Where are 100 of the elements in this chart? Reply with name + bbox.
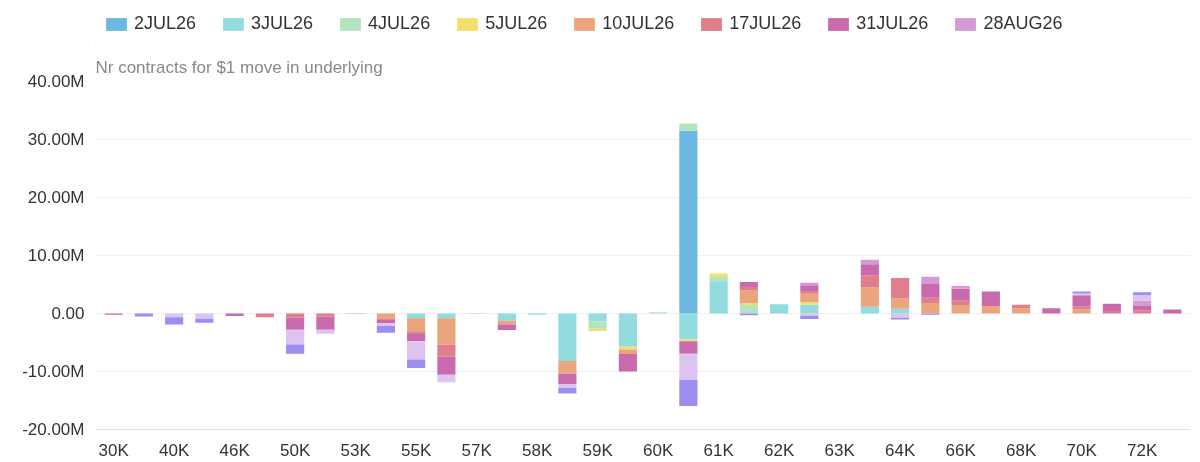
bar — [860, 306, 879, 314]
bar — [1163, 309, 1182, 314]
bar — [951, 300, 970, 306]
bar — [497, 313, 516, 321]
bar — [709, 273, 728, 277]
y-tick-label: 30.00M — [27, 130, 85, 149]
x-tick-label: 59K — [582, 440, 614, 460]
bar — [316, 316, 335, 330]
bar — [860, 287, 879, 307]
bar — [588, 321, 607, 329]
y-tick-label: 20.00M — [27, 188, 85, 207]
bar — [376, 319, 395, 324]
bar — [286, 313, 305, 318]
bar — [860, 264, 879, 276]
bar — [1133, 300, 1152, 306]
bar — [286, 344, 305, 354]
bar — [739, 305, 758, 314]
bar — [679, 353, 698, 380]
legend-label: 4JUL26 — [368, 13, 431, 34]
bar — [891, 308, 910, 314]
x-tick-label: 53K — [340, 440, 372, 460]
legend-label: 2JUL26 — [134, 13, 197, 34]
bar — [1133, 292, 1152, 296]
bar — [739, 281, 758, 288]
x-tick-label: 46K — [219, 440, 251, 460]
bar — [1133, 305, 1152, 311]
bar — [921, 297, 940, 304]
bar — [679, 341, 698, 354]
bar — [860, 275, 879, 288]
bar — [1042, 308, 1061, 314]
legend-label: 3JUL26 — [251, 13, 314, 34]
x-tick-label: 60K — [643, 440, 674, 460]
bar — [558, 388, 577, 394]
bar — [770, 304, 789, 314]
bar — [921, 303, 940, 314]
bar — [800, 293, 819, 303]
bar — [558, 361, 577, 374]
bar — [497, 320, 516, 325]
bar — [1072, 295, 1091, 307]
bar — [618, 313, 637, 347]
bar — [1102, 303, 1121, 311]
x-tick-label: 50K — [280, 440, 311, 460]
x-tick-label: 62K — [763, 440, 795, 460]
legend-label: 10JUL26 — [602, 13, 675, 34]
legend-label: 17JUL26 — [729, 13, 802, 34]
bar — [800, 304, 819, 314]
bar — [195, 313, 214, 319]
bar — [739, 290, 758, 304]
bar — [407, 334, 426, 342]
bar — [1133, 310, 1152, 314]
bar — [407, 341, 426, 360]
bar — [165, 317, 184, 325]
legend-label: 28AUG26 — [983, 13, 1063, 34]
bar — [679, 379, 698, 407]
x-tick-label: 30K — [98, 440, 130, 460]
bar — [891, 278, 910, 299]
bar — [921, 276, 940, 284]
bar — [437, 344, 456, 357]
x-tick-label: 72K — [1126, 440, 1158, 460]
bar — [558, 313, 577, 362]
bar — [951, 305, 970, 314]
bar — [407, 318, 426, 332]
bar — [558, 383, 577, 389]
legend-label: 31JUL26 — [856, 13, 929, 34]
bar — [891, 313, 910, 318]
bar — [800, 285, 819, 291]
bar — [800, 302, 819, 305]
x-tick-label: 68K — [1005, 440, 1037, 460]
bar — [981, 305, 1000, 314]
bar — [1012, 308, 1031, 314]
bar — [588, 328, 607, 331]
bar — [437, 356, 456, 375]
bar — [195, 318, 214, 323]
bar — [921, 283, 940, 298]
x-tick-label: 66K — [945, 440, 977, 460]
bar — [709, 276, 728, 282]
bar — [407, 359, 426, 369]
x-tick-label: 64K — [884, 440, 916, 460]
bar — [376, 323, 395, 326]
bar — [437, 374, 456, 383]
bar — [558, 373, 577, 384]
y-tick-label: 40.00M — [27, 72, 85, 91]
x-tick-label: 57K — [461, 440, 493, 460]
bar — [437, 318, 456, 345]
y-axis-title: Nr contracts for $1 move in underlying — [95, 57, 383, 77]
bar — [739, 287, 758, 291]
bar — [1102, 310, 1121, 314]
y-tick-label: 10.00M — [27, 246, 85, 265]
bar — [891, 298, 910, 309]
bar — [679, 313, 698, 340]
bar — [951, 285, 970, 289]
bar — [800, 290, 819, 294]
bar — [286, 317, 305, 330]
x-tick-label: 40K — [159, 440, 190, 460]
bar — [679, 339, 698, 342]
x-tick-label: 58K — [522, 440, 553, 460]
y-tick-label: 0.00 — [51, 304, 85, 323]
bar — [1072, 309, 1091, 314]
bar — [860, 259, 879, 265]
bar — [376, 325, 395, 333]
